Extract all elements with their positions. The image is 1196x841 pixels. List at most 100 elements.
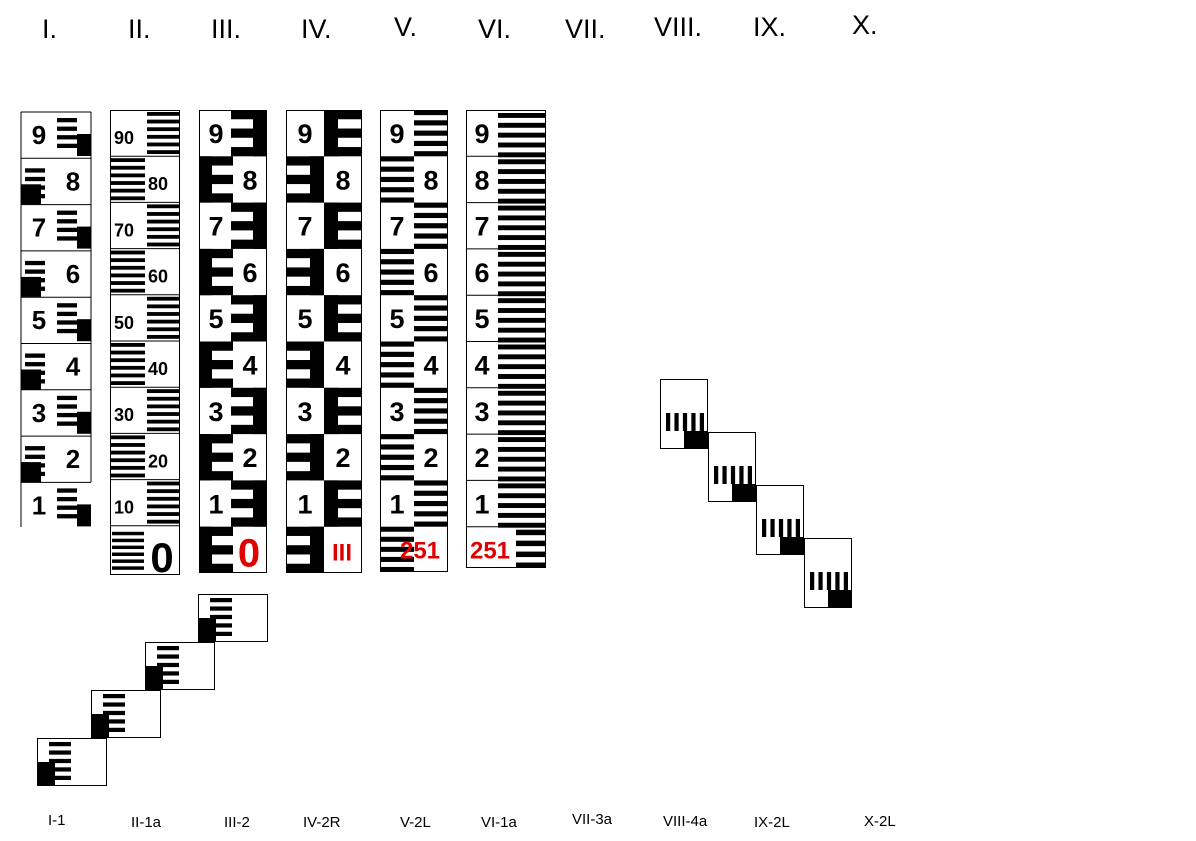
e-tooth xyxy=(199,267,233,277)
e-tooth xyxy=(199,360,233,370)
staff-I-digit: 6 xyxy=(66,259,80,289)
stripe xyxy=(57,320,77,325)
staff-I-ticks xyxy=(57,303,77,334)
code-VII: VII-3a xyxy=(572,811,613,828)
stripe xyxy=(414,521,448,527)
stripe xyxy=(498,152,546,158)
stripe xyxy=(147,142,179,147)
stripe xyxy=(57,505,77,510)
v-tooth xyxy=(699,413,704,431)
stripe xyxy=(498,420,546,426)
stripe xyxy=(103,719,125,724)
staff-III-digit: 1 xyxy=(208,489,223,519)
e-tooth xyxy=(286,563,324,573)
staff-III-digit: 3 xyxy=(208,397,223,427)
staff-III-e xyxy=(199,341,233,388)
e-tooth xyxy=(324,498,362,509)
stripe xyxy=(147,427,179,432)
stripe xyxy=(414,387,448,393)
e-tooth xyxy=(231,239,267,249)
staff-II-label: 10 xyxy=(114,498,134,518)
stripe xyxy=(414,212,448,219)
stripe xyxy=(111,196,145,201)
staff-IV-base: III xyxy=(332,540,352,567)
staff-VI-digit: 1 xyxy=(474,489,489,519)
stripe xyxy=(147,412,179,416)
stripe xyxy=(103,694,125,699)
e-tooth xyxy=(231,147,267,157)
e-tooth xyxy=(231,128,267,138)
stripe xyxy=(498,344,546,350)
stripe xyxy=(147,304,179,309)
stripe xyxy=(498,308,546,313)
staff-III-digit: 5 xyxy=(208,304,223,334)
stripe xyxy=(103,710,125,716)
staff-III-e xyxy=(199,526,233,573)
stripe xyxy=(49,775,71,780)
stripe xyxy=(498,169,546,175)
stripe xyxy=(112,531,144,536)
staff-IV-e xyxy=(286,248,324,296)
stripe xyxy=(414,305,448,311)
e-tooth xyxy=(231,387,267,398)
stripe xyxy=(157,646,179,651)
staff-V-digit: 8 xyxy=(423,165,438,195)
stripe xyxy=(147,419,179,424)
stripe xyxy=(111,465,145,470)
e-tooth xyxy=(231,424,267,435)
staff-VI: 9 8 7 6 5 4 3 2 1 251 xyxy=(466,110,546,568)
column-headers: I. II. III. IV. V. VI. VII. VIII. IX. X. xyxy=(42,10,878,44)
stripe xyxy=(498,354,546,360)
stripe xyxy=(380,176,414,183)
detail-comb xyxy=(666,413,704,431)
stripe xyxy=(498,159,546,165)
detail-block xyxy=(37,762,55,786)
detail-VIII-box xyxy=(708,432,756,502)
stripe xyxy=(380,290,414,296)
stripe xyxy=(380,279,414,285)
detail-III-box xyxy=(145,642,215,690)
header-II: II. xyxy=(128,14,151,44)
staff-V-ticks xyxy=(380,156,414,203)
stripe xyxy=(380,269,414,275)
stripe xyxy=(57,219,77,224)
header-VII: VII. xyxy=(565,14,606,44)
e-tooth xyxy=(286,156,324,166)
staff-IV-e xyxy=(286,156,324,203)
staff-II: 90 80 70 60 50 40 30 20 10 0 xyxy=(110,110,180,581)
code-IX: IX-2L xyxy=(754,814,790,831)
e-tooth xyxy=(199,193,233,203)
stripe xyxy=(147,504,179,509)
stripe xyxy=(112,566,144,570)
stripe xyxy=(380,248,414,255)
staff-II-ticks xyxy=(111,250,145,293)
e-tooth xyxy=(324,424,362,435)
staff-III-e xyxy=(231,110,267,157)
stripe xyxy=(380,434,414,440)
e-tooth xyxy=(199,434,233,444)
staff-V-digit: 6 xyxy=(423,258,438,288)
v-tooth xyxy=(714,466,719,484)
stripe xyxy=(49,767,71,772)
staff-VI-ticks xyxy=(498,298,546,343)
staff-V-base: 251 xyxy=(400,538,440,565)
staff-II-label: 90 xyxy=(114,128,134,148)
detail-ticks xyxy=(157,646,179,684)
staff-IV-e xyxy=(286,341,324,388)
stripe xyxy=(498,437,546,443)
staff-I-block xyxy=(77,319,91,342)
staff-frame xyxy=(110,110,180,575)
stripe xyxy=(111,250,145,255)
code-VIII: VIII-4a xyxy=(663,813,708,830)
staff-VI-ticks xyxy=(498,159,546,204)
stripe xyxy=(25,269,45,274)
v-tooth xyxy=(682,413,688,431)
detail-VIII-box xyxy=(804,538,852,608)
stripe xyxy=(498,383,546,389)
detail-ticks xyxy=(210,598,232,636)
e-tooth xyxy=(231,517,267,527)
detail-VIII-box xyxy=(756,485,804,555)
